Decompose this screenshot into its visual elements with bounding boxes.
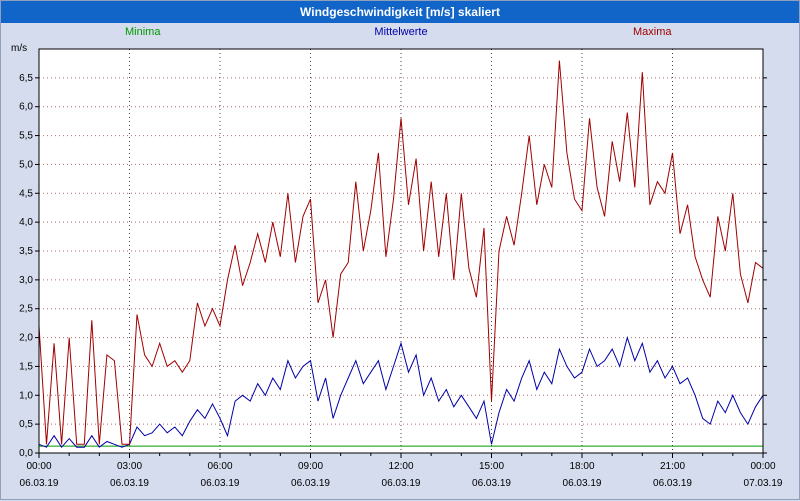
legend-mittelwerte: Mittelwerte [374, 26, 428, 38]
svg-text:0,0: 0,0 [19, 448, 33, 459]
svg-text:21:00: 21:00 [660, 461, 685, 472]
svg-text:03:00: 03:00 [117, 461, 142, 472]
svg-text:09:00: 09:00 [298, 461, 323, 472]
legend-minima: Minima [125, 26, 161, 38]
svg-text:12:00: 12:00 [388, 461, 413, 472]
svg-text:m/s: m/s [11, 43, 27, 54]
svg-text:18:00: 18:00 [569, 461, 594, 472]
svg-text:06.03.19: 06.03.19 [110, 478, 149, 489]
svg-text:15:00: 15:00 [479, 461, 504, 472]
svg-text:1,5: 1,5 [19, 361, 33, 372]
legend-maxima: Maxima [633, 26, 672, 38]
svg-text:5,0: 5,0 [19, 159, 33, 170]
svg-text:00:00: 00:00 [26, 461, 51, 472]
svg-text:4,0: 4,0 [19, 217, 33, 228]
svg-text:5,5: 5,5 [19, 131, 33, 142]
svg-text:6,5: 6,5 [19, 73, 33, 84]
chart-legend: Minima Mittelwerte Maxima [1, 26, 800, 42]
svg-text:06:00: 06:00 [207, 461, 232, 472]
svg-text:07.03.19: 07.03.19 [744, 478, 783, 489]
svg-text:06.03.19: 06.03.19 [472, 478, 511, 489]
svg-text:3,0: 3,0 [19, 275, 33, 286]
svg-text:00:00: 00:00 [750, 461, 775, 472]
svg-text:06.03.19: 06.03.19 [201, 478, 240, 489]
svg-text:2,5: 2,5 [19, 304, 33, 315]
svg-text:06.03.19: 06.03.19 [653, 478, 692, 489]
svg-text:6,0: 6,0 [19, 102, 33, 113]
svg-text:3,5: 3,5 [19, 246, 33, 257]
svg-text:4,5: 4,5 [19, 188, 33, 199]
svg-text:06.03.19: 06.03.19 [563, 478, 602, 489]
wind-speed-chart[interactable]: 0,0 0,5 1,0 1,5 2,0 2,5 3,0 3,5 4,0 4,5 5,0 5,5 6,0 6… [1, 23, 800, 501]
svg-text:0,5: 0,5 [19, 419, 33, 430]
svg-text:06.03.19: 06.03.19 [20, 478, 59, 489]
svg-text:06.03.19: 06.03.19 [291, 478, 330, 489]
svg-text:2,0: 2,0 [19, 333, 33, 344]
title-bar: Windgeschwindigkeit [m/s] skaliert [1, 1, 799, 23]
svg-text:1,0: 1,0 [19, 390, 33, 401]
svg-text:06.03.19: 06.03.19 [382, 478, 421, 489]
